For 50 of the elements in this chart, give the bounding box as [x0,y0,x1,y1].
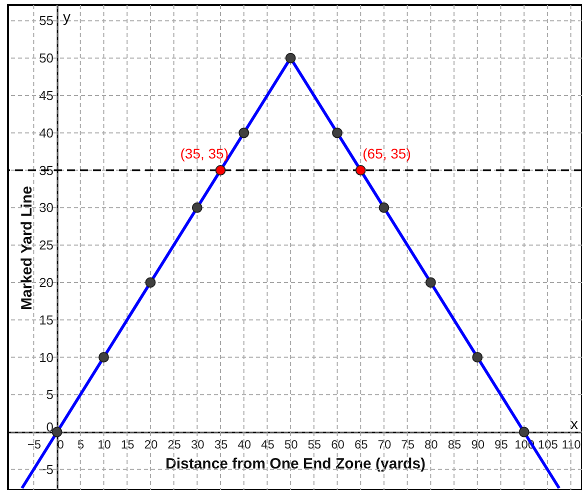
x-tick-label: 105 [538,438,558,452]
x-tick-label: −5 [27,438,42,452]
y-tick-label: 10 [39,350,54,365]
x-tick-label: 10 [98,438,112,452]
annotation: x [570,416,578,434]
y-tick-label: 50 [39,50,54,66]
y-tick-label: 5 [46,387,54,402]
point [472,352,483,362]
x-tick-label: 75 [401,438,415,452]
point [192,202,202,213]
x-tick-label: 90 [471,438,485,452]
y-tick-label: 55 [39,13,54,28]
annotation: (35, 35) [180,145,229,162]
y-tick-label: 15 [39,312,54,328]
x-tick-label: 5 [78,438,85,452]
y-tick-label: 25 [39,238,54,253]
x-tick-label: 20 [144,438,158,452]
point [98,352,109,362]
x-tick-label: 95 [494,438,508,452]
point [378,202,390,213]
annotation: y [63,9,72,26]
x-tick-label: 60 [331,438,345,452]
point [145,277,156,288]
x-tick-label: 55 [308,438,322,452]
y-axis-title: Marked Yard Line [18,186,36,310]
point [52,426,62,438]
x-tick-label: 25 [168,438,182,452]
x-tick-label: 40 [238,438,252,452]
y-tick-label: 40 [39,125,54,140]
x-tick-label: 80 [424,438,438,452]
y-tick-label: 30 [39,200,54,216]
point [425,277,436,288]
y-tick-label: 0 [46,420,54,435]
point [215,165,226,176]
x-tick-label: 85 [448,438,462,452]
point [518,426,530,438]
point [355,165,366,176]
x-tick-label: 65 [354,438,368,452]
x-tick-label: 15 [120,438,135,452]
annotation: (65, 35) [362,145,411,162]
point [332,128,343,138]
x-tick-label: 30 [190,438,205,452]
point [285,52,296,64]
point [238,128,250,138]
x-tick-label: 35 [214,438,228,452]
x-axis-title: Distance from One End Zone (yards) [165,456,426,473]
y-tick-label: 20 [39,274,54,290]
x-tick-label: 70 [378,438,392,452]
x-tick-label: 50 [284,438,298,452]
x-tick-label: 45 [261,438,275,452]
